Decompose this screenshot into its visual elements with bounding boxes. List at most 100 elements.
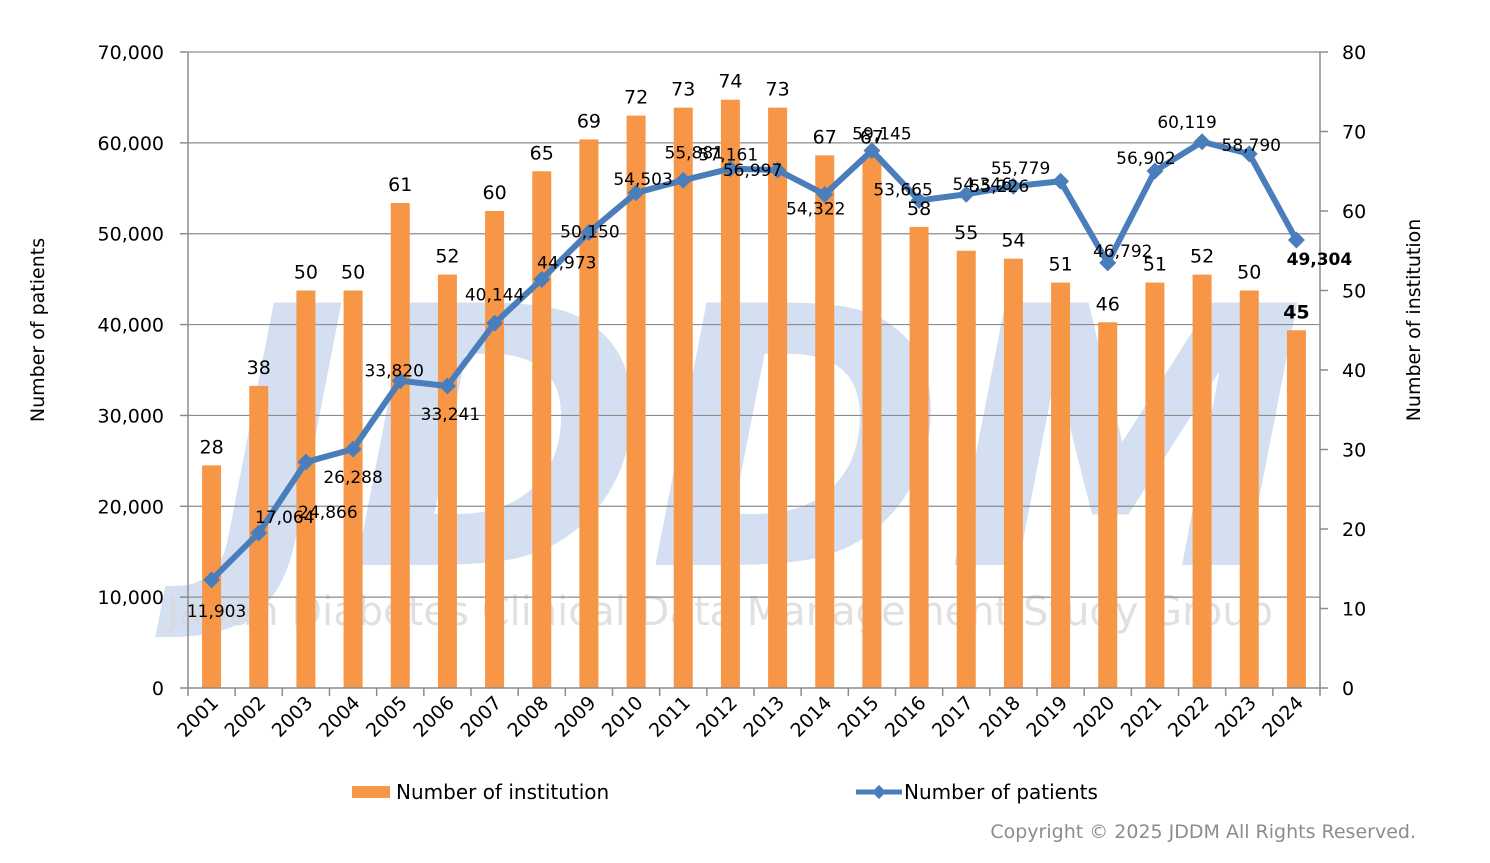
x-tick-label: 2010 [598,692,648,742]
x-tick-label: 2003 [268,692,318,742]
y-tick-label-left: 20,000 [98,496,164,518]
bar [1003,258,1023,688]
bar-label: 50 [294,262,318,284]
point-label: 33,820 [365,362,424,382]
bar [1145,282,1165,688]
bar-label: 51 [1048,254,1072,276]
bar-label: 51 [1143,254,1167,276]
x-tick-label: 2007 [456,692,506,742]
bar [1286,330,1306,688]
bar-label: 45 [1283,301,1309,323]
line-point [250,524,268,542]
bar-label: 73 [671,79,695,101]
point-label: 11,903 [187,602,246,622]
patients-line [209,138,1300,582]
line-point [627,184,645,202]
point-label: 56,997 [723,161,782,181]
point-label: 57,161 [699,146,758,166]
bar [862,155,882,689]
legend-line-label: Number of patients [904,780,1098,804]
bar [815,155,835,689]
x-tick-label: 2024 [1258,692,1308,742]
bar-label: 61 [388,174,412,196]
line-point [438,377,456,395]
point-label: 55,881 [665,143,724,163]
x-tick-label: 2009 [551,692,601,742]
y-tick-label-left: 50,000 [98,224,164,246]
point-label: 24,866 [298,503,357,523]
bar-label: 28 [199,436,223,458]
x-tick-label: 2018 [975,692,1025,742]
x-tick-label: 2015 [834,692,884,742]
y-tick-label-left: 60,000 [98,133,164,155]
line-group [203,133,1305,589]
x-tick-label: 2014 [787,692,837,742]
x-tick-label: 2005 [362,692,412,742]
bar [1051,282,1071,688]
bar [390,203,410,689]
bar [343,290,363,688]
bar-label: 67 [813,126,837,148]
y-tick-label-left: 40,000 [98,315,164,337]
line-point [391,372,409,390]
line-point [674,171,692,189]
gridlines [188,51,1320,598]
line-point [769,161,787,179]
legend-line-swatch [856,784,902,800]
line-point [486,314,504,332]
x-tick-label: 2006 [409,692,459,742]
bar-label: 55 [954,222,978,244]
point-label: 54,322 [786,199,845,219]
bars-group [202,99,1306,689]
line-point [297,453,315,471]
point-label: 55,779 [991,159,1050,179]
point-label: 44,973 [537,253,596,273]
bar-label: 50 [1237,262,1261,284]
y-tick-label-right: 70 [1342,122,1366,144]
bar [768,107,788,688]
y-tick-label-right: 50 [1342,281,1366,303]
bar-label: 67 [860,126,884,148]
bar [437,274,457,688]
bar-label: 60 [482,182,506,204]
bar [485,211,505,688]
bar [296,290,316,688]
line-point [580,223,598,241]
bar [720,99,740,688]
point-label: 46,792 [1093,242,1152,262]
bar [1239,290,1259,688]
y-tick-label-right: 80 [1342,42,1366,64]
point-label: 55,226 [970,177,1029,197]
point-label: 26,288 [323,468,382,488]
legend-bar-label: Number of institution [396,780,610,804]
legend-bar: Number of institution [352,780,609,804]
bar [673,107,693,688]
x-tick-label: 2017 [928,692,978,742]
x-tick-label: 2008 [504,692,554,742]
point-label: 17,064 [255,508,314,528]
bar-label: 72 [624,87,648,109]
bar-label: 69 [577,110,601,132]
bar-label: 58 [907,198,931,220]
x-tick-label: 2011 [645,692,695,742]
bar-label: 65 [530,142,554,164]
bar-label: 50 [341,262,365,284]
x-tick-label: 2002 [221,692,271,742]
bar [532,171,552,688]
point-label: 54,503 [613,170,672,190]
x-tick-label: 2023 [1211,692,1261,742]
y-axis-left-title: Number of patients [27,238,49,422]
point-label: 60,119 [1157,113,1216,133]
x-tick-label: 2013 [739,692,789,742]
x-tick-label: 2022 [1164,692,1214,742]
line-point [344,440,362,458]
bar [956,250,976,688]
point-label: 33,241 [421,405,480,425]
bar-label: 46 [1096,293,1120,315]
copyright-text: Copyright © 2025 JDDM All Rights Reserve… [990,821,1416,843]
point-label: 56,902 [1116,149,1175,169]
bar-label: 38 [247,357,271,379]
point-label: 54,346 [953,175,1012,195]
line-point [203,571,221,589]
